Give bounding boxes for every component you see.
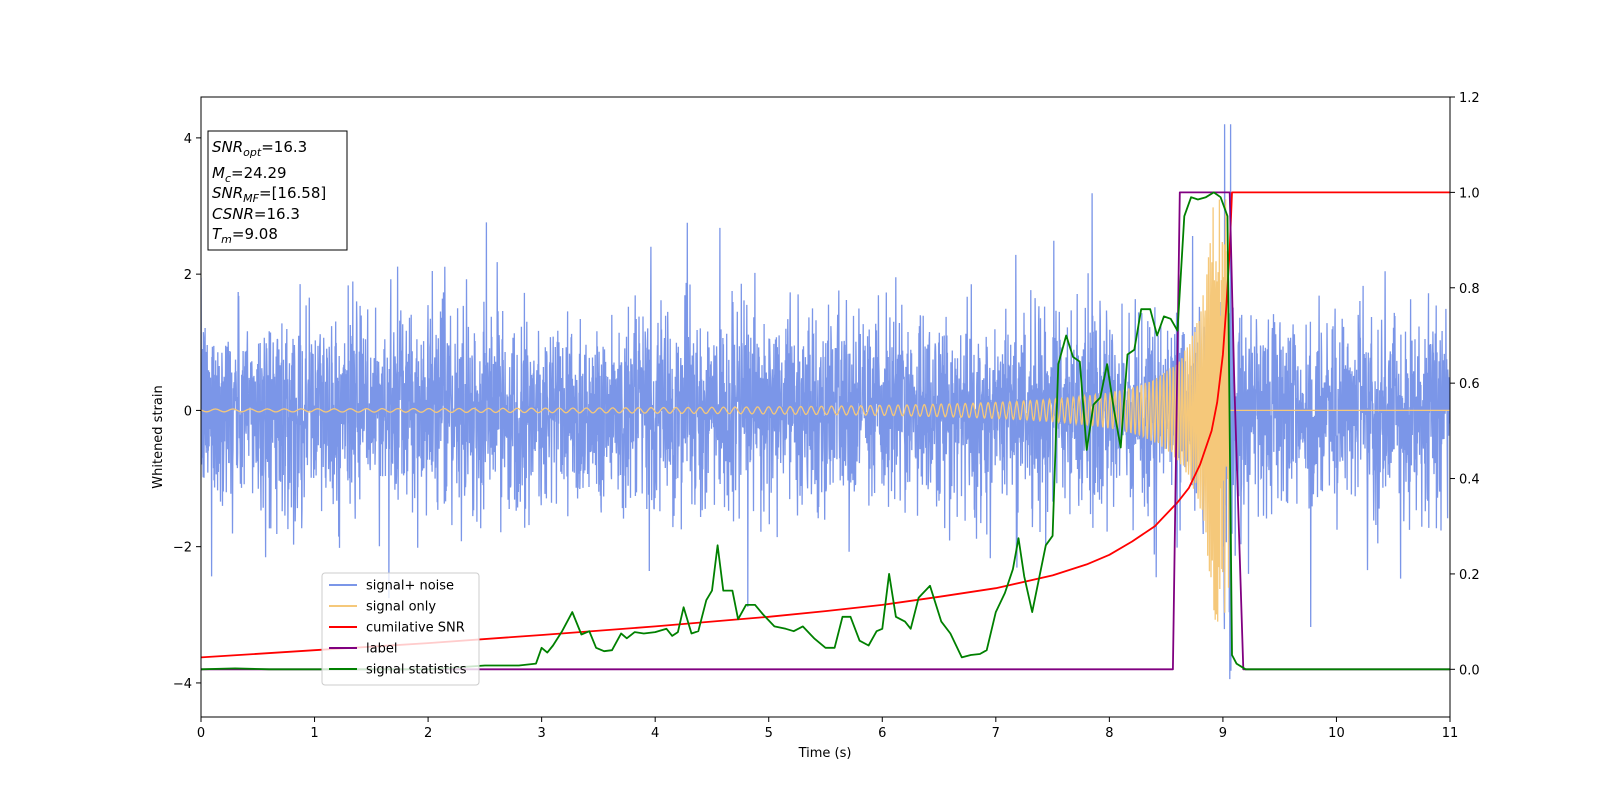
- x-tick-label: 4: [651, 726, 659, 741]
- info-snr-opt: SNRopt=16.3: [212, 138, 307, 159]
- y2-tick-label: 1.0: [1459, 186, 1480, 201]
- y-tick-label: 0: [184, 404, 192, 419]
- series-signal-only: [201, 199, 1450, 622]
- info-box-frame: [207, 130, 348, 251]
- x-tick-label: 6: [878, 726, 886, 741]
- x-tick-label: 3: [537, 726, 545, 741]
- x-tick-label: 11: [1442, 726, 1459, 741]
- legend-entry: cumilative SNR: [366, 621, 465, 636]
- series-layer: [201, 124, 1450, 680]
- info-snr-mf: SNRMF=[16.58]: [212, 184, 326, 205]
- info-box: SNRopt=16.3 Mc=24.29 SNRMF=[16.58] CSNR=…: [207, 130, 348, 251]
- y-axis-right: 1.2 1.0 0.8 0.6 0.4 0.2 0.0: [1450, 91, 1480, 678]
- x-axis: 0 1 2 3 4 5 6 7 8 9 10 11: [197, 717, 1458, 741]
- info-tm: Tm=9.08: [212, 225, 278, 246]
- legend-frame: [321, 572, 480, 686]
- y-tick-label: −2: [173, 541, 192, 556]
- legend-entry: label: [366, 642, 397, 657]
- y2-tick-label: 0.8: [1459, 282, 1480, 297]
- info-mc: Mc=24.29: [212, 164, 287, 185]
- legend: signal+ noise signal only cumilative SNR la…: [321, 572, 480, 686]
- y2-tick-label: 0.4: [1459, 473, 1480, 488]
- legend-entry: signal+ noise: [366, 579, 454, 594]
- x-tick-label: 10: [1328, 726, 1345, 741]
- legend-entry: signal only: [366, 600, 436, 615]
- x-tick-label: 9: [1219, 726, 1227, 741]
- y-tick-label: 4: [184, 132, 192, 147]
- series-label: [201, 191, 1450, 671]
- plot-frame: [200, 96, 1451, 718]
- y2-tick-label: 1.2: [1459, 91, 1480, 106]
- x-axis-label: Time (s): [798, 746, 852, 761]
- y2-tick-label: 0.2: [1459, 568, 1480, 583]
- y-axis-left: 4 2 0 −2 −4: [173, 132, 201, 692]
- y2-tick-label: 0.0: [1459, 663, 1480, 678]
- x-tick-label: 2: [424, 726, 432, 741]
- x-tick-label: 0: [197, 726, 205, 741]
- x-tick-label: 7: [992, 726, 1000, 741]
- x-tick-label: 1: [310, 726, 318, 741]
- x-tick-label: 5: [765, 726, 773, 741]
- series-signal-statistics: [201, 191, 1450, 671]
- y-tick-label: −4: [173, 677, 192, 692]
- x-tick-label: 8: [1105, 726, 1113, 741]
- series-cumilative-snr: [201, 191, 1450, 659]
- y2-tick-label: 0.6: [1459, 377, 1480, 392]
- legend-entry: signal statistics: [366, 663, 467, 678]
- info-csnr: CSNR=16.3: [212, 205, 300, 223]
- y-tick-label: 2: [184, 268, 192, 283]
- y-axis-label: Whitened strain: [151, 385, 166, 488]
